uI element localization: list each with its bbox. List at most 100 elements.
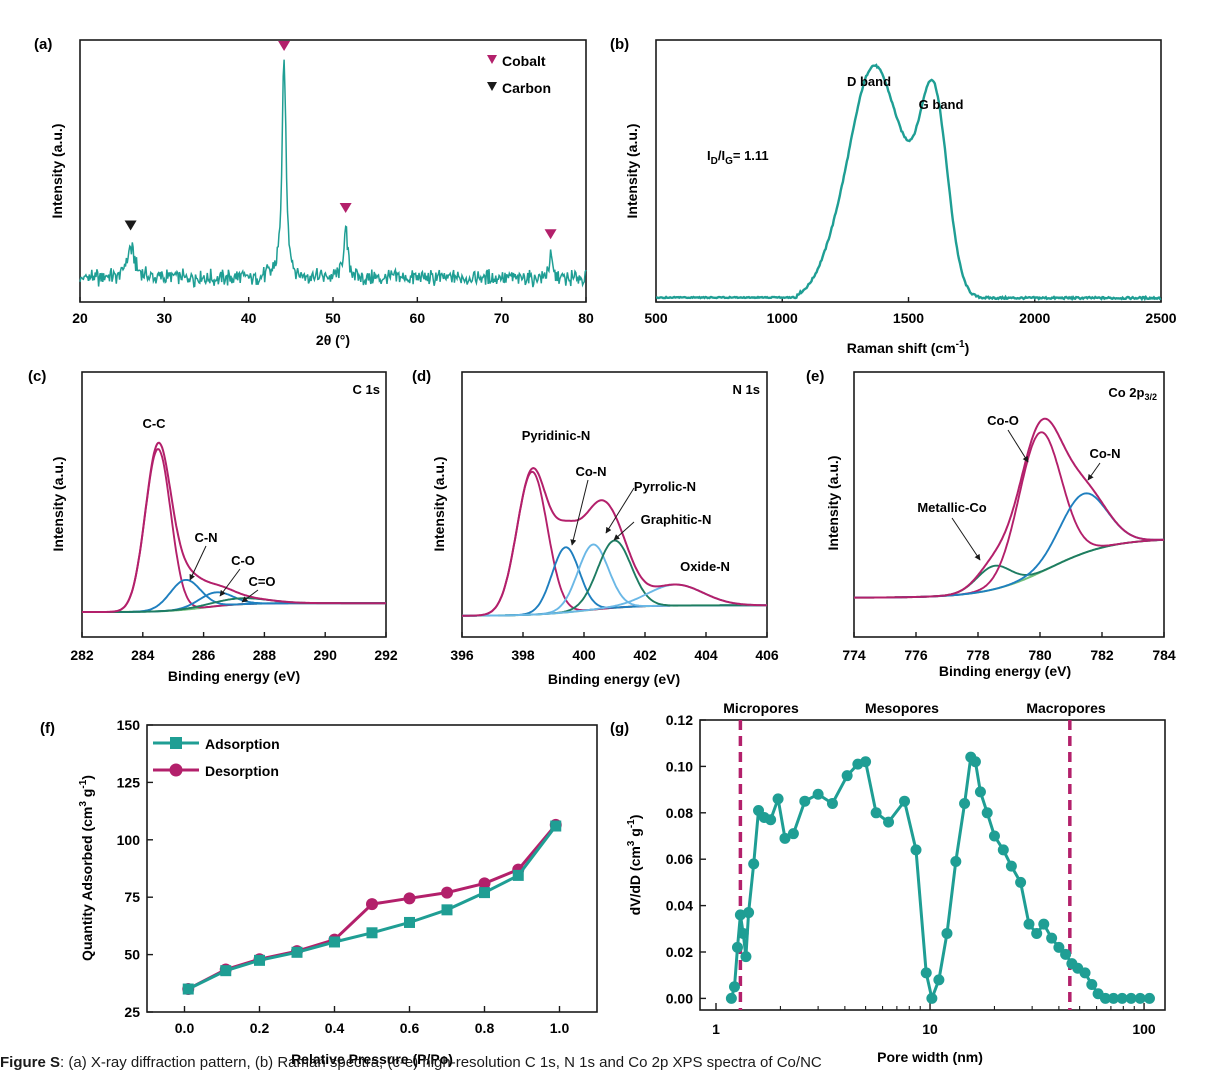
panel-d-frame bbox=[461, 371, 768, 638]
figure-caption: Figure S: (a) X-ray diffraction pattern,… bbox=[0, 1054, 822, 1071]
psd-point-24 bbox=[920, 967, 932, 979]
psd-point-12 bbox=[779, 832, 791, 844]
panel-e-x-tick-label-1: 776 bbox=[904, 647, 928, 663]
legend-adsorption-marker bbox=[170, 737, 182, 749]
panel-a-x-tick-label-6: 80 bbox=[578, 310, 594, 326]
panel-b-x-tick-label-3: 2000 bbox=[1019, 310, 1050, 326]
panel-e-envelope bbox=[853, 417, 1164, 599]
panel-e-letter: (e) bbox=[806, 368, 824, 385]
psd-point-21 bbox=[883, 816, 895, 828]
panel-e-frame bbox=[853, 371, 1165, 638]
psd-point-53 bbox=[1134, 992, 1146, 1004]
psd-point-16 bbox=[826, 798, 838, 810]
psd-point-10 bbox=[765, 814, 777, 826]
panel-e-x-tick-label-5: 784 bbox=[1152, 647, 1176, 663]
graphitic-n-label: Graphitic-N bbox=[641, 512, 712, 527]
panel-f-series bbox=[182, 818, 562, 996]
panel-c-envelope bbox=[82, 441, 386, 613]
psd-point-25 bbox=[926, 992, 938, 1004]
co-n-pointer-e bbox=[1087, 462, 1101, 481]
panel-c-component-c-n bbox=[82, 578, 386, 613]
mesopores-label: Mesopores bbox=[865, 700, 939, 716]
panel-g-psd-line bbox=[729, 753, 1150, 1004]
adsorption-point-8 bbox=[479, 887, 490, 899]
psd-point-14 bbox=[799, 795, 811, 807]
co-n-label-e: Co-N bbox=[1089, 446, 1120, 461]
panel-d-x-tick-label-1: 398 bbox=[511, 647, 535, 663]
panel-a-xlabel: 2θ (°) bbox=[316, 332, 350, 348]
psd-point-43 bbox=[1060, 948, 1072, 960]
panel-g-frame bbox=[699, 719, 1166, 1011]
peak-marker-cobalt-2 bbox=[339, 203, 352, 214]
panel-a-x-tick-label-1: 30 bbox=[157, 310, 173, 326]
panel-d-x-axis: 396 398 400 402 404 406 bbox=[450, 632, 779, 663]
legend-carbon-marker bbox=[487, 82, 497, 91]
panel-g-x-tick-label-2: 100 bbox=[1132, 1021, 1156, 1037]
panel-c-title: C 1s bbox=[353, 382, 380, 397]
adsorption-point-9 bbox=[512, 869, 524, 881]
legend-carbon-label: Carbon bbox=[502, 80, 551, 96]
panel-g-y-tick-label-1: 0.02 bbox=[666, 944, 693, 960]
panel-e-ylabel: Intensity (a.u.) bbox=[825, 456, 841, 551]
panel-f-x-tick-label-0: 0.0 bbox=[175, 1020, 195, 1036]
panel-b-x-tick-label-4: 2500 bbox=[1145, 310, 1176, 326]
panel-a-x-tick-label-2: 40 bbox=[241, 310, 257, 326]
panel-c-x-tick-label-5: 292 bbox=[374, 647, 398, 663]
psd-point-52 bbox=[1125, 992, 1137, 1004]
panel-d-x-tick-label-5: 406 bbox=[755, 647, 779, 663]
psd-point-2 bbox=[731, 941, 743, 953]
panel-f-y-tick-label-4: 125 bbox=[117, 774, 141, 790]
panel-d-x-tick-label-2: 400 bbox=[572, 647, 596, 663]
co-n-pointer-d bbox=[570, 479, 589, 546]
panel-g-x-tick-label-1: 10 bbox=[922, 1021, 938, 1037]
psd-point-17 bbox=[841, 770, 853, 782]
adsorption-point-4 bbox=[329, 936, 340, 948]
panel-f-legend: Adsorption Desorption bbox=[153, 736, 280, 779]
panel-e-curves bbox=[853, 417, 1165, 599]
psd-point-36 bbox=[1005, 860, 1017, 872]
legend-cobalt-marker bbox=[487, 55, 497, 64]
panel-g-xlabel: Pore width (nm) bbox=[877, 1049, 983, 1065]
panel-a-x-axis: 20 30 40 50 60 70 80 bbox=[72, 297, 594, 326]
caption-text: (a) X-ray diffraction pattern, (b) Raman… bbox=[68, 1054, 822, 1071]
psd-point-26 bbox=[933, 974, 945, 986]
psd-point-32 bbox=[974, 786, 986, 798]
g-band-label: G band bbox=[919, 97, 964, 112]
panel-d-ylabel: Intensity (a.u.) bbox=[431, 457, 447, 552]
panel-g-series bbox=[725, 751, 1155, 1004]
metallic-co-label: Metallic-Co bbox=[917, 500, 986, 515]
psd-point-47 bbox=[1086, 978, 1098, 990]
panel-a-ylabel: Intensity (a.u.) bbox=[49, 124, 65, 219]
legend-desorption-marker bbox=[169, 763, 183, 777]
panel-e-x-tick-label-0: 774 bbox=[842, 647, 866, 663]
panel-e-x-axis: 774 776 778 780 782 784 bbox=[842, 632, 1176, 663]
c-double-o-pointer bbox=[241, 589, 259, 603]
panel-b-x-tick-label-1: 1000 bbox=[767, 310, 798, 326]
psd-point-31 bbox=[969, 756, 981, 768]
panel-c-x-tick-label-4: 290 bbox=[314, 647, 338, 663]
desorption-point-6 bbox=[403, 892, 416, 905]
panel-f-letter: (f) bbox=[40, 720, 55, 737]
graphitic-n-pointer bbox=[613, 521, 635, 541]
panel-a-xrd-pattern bbox=[79, 59, 587, 288]
pyrrolic-n-pointer bbox=[605, 487, 635, 534]
psd-point-34 bbox=[988, 830, 1000, 842]
c-o-pointer bbox=[219, 568, 241, 597]
panel-f-x-tick-label-2: 0.4 bbox=[325, 1020, 345, 1036]
co-n-label-d: Co-N bbox=[575, 464, 606, 479]
peak-marker-cobalt-3 bbox=[544, 229, 557, 240]
panel-d-xlabel: Binding energy (eV) bbox=[548, 671, 680, 687]
panel-g-ylabel: dV/dD (cm3 g-1) bbox=[626, 815, 643, 916]
panel-g-letter: (g) bbox=[610, 720, 629, 737]
panel-e-x-tick-label-2: 778 bbox=[966, 647, 990, 663]
psd-point-37 bbox=[1015, 876, 1027, 888]
panel-f-y-tick-label-0: 25 bbox=[124, 1004, 140, 1020]
panel-c-curves bbox=[82, 441, 386, 613]
panel-b-ylabel: Intensity (a.u.) bbox=[624, 124, 640, 219]
id-ig-ratio: ID/IG= 1.11 bbox=[707, 148, 769, 167]
psd-point-29 bbox=[959, 798, 971, 810]
panel-b-raman-spectrum bbox=[655, 63, 1162, 302]
oxide-n-label: Oxide-N bbox=[680, 559, 730, 574]
panel-d-title: N 1s bbox=[733, 382, 760, 397]
